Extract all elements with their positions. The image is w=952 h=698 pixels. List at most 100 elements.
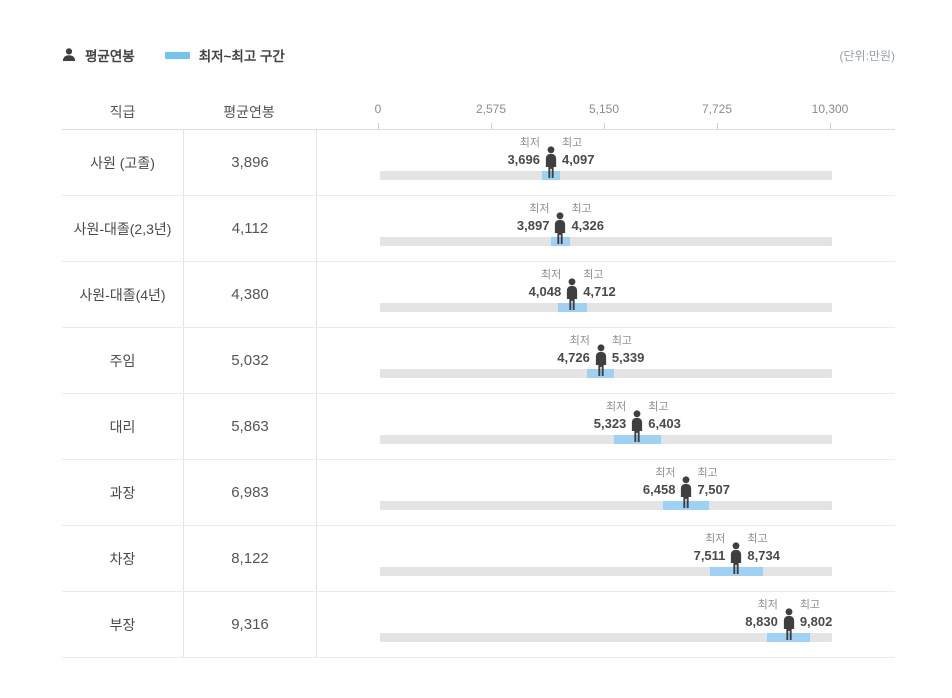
average-salary-cell: 4,380	[184, 262, 317, 327]
salary-axis-track-bar	[380, 237, 832, 246]
table-row: 사원-대졸(2,3년) 4,112 최저 3,897 최고 4,326	[62, 196, 895, 262]
axis-tick-mark	[491, 123, 492, 129]
salary-range-bar	[542, 171, 560, 180]
position-label: 대리	[109, 418, 136, 435]
axis-tick-label: 5,150	[588, 102, 620, 116]
max-salary-block: 최고 5,339	[612, 334, 645, 366]
table-row: 대리 5,863 최저 5,323 최고 6,403	[62, 394, 895, 460]
average-salary-cell: 5,863	[184, 394, 317, 459]
max-salary-label: 최고	[747, 533, 768, 545]
min-salary-value: 3,696	[507, 152, 540, 167]
person-bust-icon	[62, 48, 76, 61]
max-salary-value: 8,734	[747, 548, 780, 563]
min-salary-block: 최저 5,323	[594, 400, 627, 432]
person-marker-icon	[681, 476, 692, 508]
min-salary-value: 4,726	[557, 350, 590, 365]
salary-range-bar	[587, 369, 615, 378]
min-salary-block: 최저 8,830	[745, 598, 778, 630]
person-marker-icon	[555, 212, 566, 244]
max-salary-block: 최고 7,507	[697, 466, 730, 498]
min-salary-block: 최저 4,048	[529, 268, 562, 300]
person-marker-icon	[632, 410, 643, 442]
salary-range-bar	[663, 501, 710, 510]
range-chart-cell: 최저 4,726 최고 5,339	[317, 328, 897, 393]
legend-range: 최저~최고 구간	[164, 45, 285, 65]
person-marker-icon	[545, 146, 557, 178]
min-salary-value: 6,458	[642, 482, 676, 497]
average-salary-value: 3,896	[231, 154, 269, 171]
position-cell: 대리	[62, 394, 184, 459]
salary-range-bar	[613, 435, 661, 444]
average-salary-value: 5,863	[231, 418, 269, 435]
position-label: 사원 (고졸)	[90, 154, 155, 171]
max-salary-label: 최고	[799, 599, 821, 611]
max-salary-value: 4,712	[583, 284, 616, 299]
salary-axis-track-bar	[380, 567, 832, 576]
position-label: 사원-대졸(2,3년)	[73, 220, 172, 237]
position-label: 주임	[109, 352, 136, 369]
range-chart-cell: 최저 3,897 최고 4,326	[317, 196, 897, 261]
average-salary-value: 4,380	[231, 286, 269, 303]
person-marker-icon	[731, 542, 742, 574]
min-salary-value: 5,323	[593, 416, 627, 431]
max-salary-block: 최고 8,734	[747, 532, 780, 564]
column-header-position: 직급	[109, 104, 136, 120]
min-salary-label: 최저	[540, 269, 562, 281]
position-cell: 사원 (고졸)	[62, 130, 184, 195]
average-salary-cell: 6,983	[184, 460, 317, 525]
top-bar: 평균연봉 최저~최고 구간 (단위:만원)	[62, 44, 895, 66]
position-label: 과장	[109, 484, 136, 501]
salary-axis-track-bar	[380, 633, 832, 642]
average-salary-cell: 4,112	[184, 196, 317, 261]
person-marker-icon	[783, 608, 794, 640]
chart-axis: 0 2,575 5,150 7,725 10,300	[315, 95, 895, 129]
salary-axis-track-bar	[380, 435, 832, 444]
salary-range-bar	[551, 237, 570, 246]
table-header: 직급 평균연봉 0 2,575 5,150 7,725 10,300	[62, 95, 895, 130]
position-cell: 부장	[62, 592, 184, 657]
max-salary-block: 최고 4,097	[562, 136, 595, 168]
average-salary-value: 6,983	[231, 484, 269, 501]
average-salary-value: 4,112	[231, 220, 269, 237]
salary-axis-track-bar	[380, 501, 832, 510]
max-salary-label: 최고	[583, 269, 604, 281]
average-salary-cell: 5,032	[184, 328, 317, 393]
salary-range-bar	[709, 567, 764, 576]
axis-tick-mark	[830, 123, 831, 129]
range-swatch-icon	[164, 51, 190, 59]
legend: 평균연봉 최저~최고 구간	[62, 45, 285, 65]
position-label: 차장	[109, 550, 136, 567]
position-cell: 사원-대졸(2,3년)	[62, 196, 184, 261]
min-salary-block: 최저 3,696	[507, 136, 540, 168]
salary-range-bar	[557, 303, 587, 312]
min-salary-label: 최저	[705, 533, 726, 545]
unit-note: (단위:만원)	[839, 48, 896, 63]
person-marker-icon	[595, 344, 606, 376]
axis-tick-mark	[604, 123, 605, 129]
axis-tick-mark	[378, 123, 379, 129]
max-salary-label: 최고	[611, 335, 633, 347]
min-salary-block: 최저 6,458	[643, 466, 676, 498]
legend-range-label: 최저~최고 구간	[198, 49, 285, 64]
salary-axis-track-bar	[380, 171, 832, 180]
min-salary-label: 최저	[529, 203, 550, 215]
min-salary-block: 최저 7,511	[694, 532, 726, 564]
range-chart-cell: 최저 6,458 최고 7,507	[317, 460, 897, 525]
min-salary-value: 8,830	[745, 614, 778, 629]
max-salary-label: 최고	[697, 467, 718, 479]
salary-axis-track-bar	[380, 303, 832, 312]
max-salary-value: 6,403	[648, 416, 681, 431]
max-salary-label: 최고	[648, 401, 669, 413]
average-salary-value: 9,316	[231, 616, 269, 633]
table-row: 과장 6,983 최저 6,458 최고 7,507	[62, 460, 895, 526]
legend-average-salary-label: 평균연봉	[85, 49, 135, 64]
min-salary-label: 최저	[606, 401, 627, 413]
position-cell: 차장	[62, 526, 184, 591]
max-salary-label: 최고	[561, 137, 583, 149]
range-chart-cell: 최저 7,511 최고 8,734	[317, 526, 897, 591]
legend-average-salary: 평균연봉	[62, 45, 135, 65]
min-salary-block: 최저 3,897	[517, 202, 550, 234]
max-salary-value: 4,326	[571, 218, 604, 233]
position-cell: 사원-대졸(4년)	[62, 262, 184, 327]
